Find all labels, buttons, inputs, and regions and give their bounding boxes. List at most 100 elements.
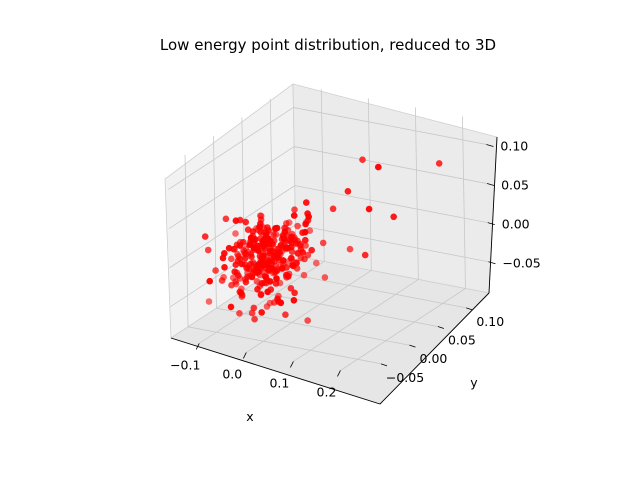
x-grid-line-floor: [246, 270, 372, 353]
data-point: [303, 199, 310, 206]
data-point: [204, 246, 212, 254]
x-grid-line-back: [462, 116, 466, 289]
z-tick: [486, 144, 494, 147]
x-tick: [337, 370, 341, 377]
data-point: [290, 212, 298, 219]
y-axis-label: y: [470, 375, 478, 390]
y-grid-line-floor: [187, 326, 382, 365]
x-grid-line-back: [320, 89, 325, 262]
data-point: [227, 303, 235, 311]
data-point: [294, 250, 302, 257]
y-tick-label: 0.05: [448, 333, 476, 348]
data-point: [346, 245, 354, 253]
data-point: [276, 279, 284, 287]
data-point: [266, 299, 274, 307]
data-point: [287, 285, 295, 292]
data-point: [272, 225, 279, 232]
data-point: [270, 231, 277, 238]
x-tick: [290, 361, 294, 368]
z-grid-line-back: [294, 185, 488, 224]
data-point: [273, 275, 280, 282]
data-point: [274, 245, 281, 253]
data-point: [262, 273, 270, 281]
data-point: [282, 311, 289, 319]
y-tick-label: 0.00: [420, 351, 448, 366]
chart-title: Low energy point distribution, reduced t…: [160, 36, 496, 54]
data-point: [306, 227, 314, 234]
z-tick-label: −0.05: [502, 256, 540, 271]
z-grid-line-back: [294, 146, 488, 184]
data-point: [238, 260, 245, 268]
y-grid-line-left: [184, 154, 189, 327]
data-point: [257, 291, 265, 298]
data-point: [232, 230, 239, 237]
data-point: [243, 265, 250, 272]
data-point: [262, 260, 269, 268]
grid-lines: [168, 89, 489, 371]
z-tick: [488, 261, 496, 265]
axes-3d: −0.10.00.10.2−0.050.000.050.10−0.050.000…: [164, 83, 541, 424]
data-point: [206, 277, 213, 285]
y-tick: [437, 326, 444, 329]
x-axis-label: x: [246, 409, 253, 424]
data-point: [285, 219, 293, 226]
z-grid-line-left: [168, 146, 295, 229]
data-point: [232, 261, 240, 269]
y-axis-line: [379, 292, 490, 405]
data-point: [201, 233, 209, 240]
data-point: [283, 232, 291, 239]
data-point: [284, 226, 292, 234]
data-point: [244, 226, 252, 233]
z-tick-label: 0.05: [501, 178, 529, 193]
data-point: [365, 205, 373, 213]
z-grid-line-back: [293, 107, 487, 145]
x-grid-line-back: [367, 98, 372, 271]
x-tick-label: −0.1: [170, 357, 200, 372]
x-axis-line: [170, 337, 381, 405]
data-point: [319, 239, 327, 247]
data-point: [329, 205, 337, 213]
data-point: [228, 255, 235, 263]
x-tick: [195, 343, 200, 350]
data-point: [297, 254, 305, 262]
data-point: [232, 217, 240, 224]
data-point: [254, 263, 262, 270]
data-point: [291, 289, 298, 297]
data-point: [242, 218, 249, 226]
data-point: [250, 246, 258, 254]
data-point: [251, 315, 258, 323]
data-point: [230, 245, 237, 253]
scatter-points: [201, 156, 443, 324]
x-tick-label: 0.0: [222, 366, 242, 381]
y-grid-line-left: [213, 136, 217, 309]
z-tick-label: 0.10: [500, 138, 528, 153]
axis-ticks: −0.10.00.10.2−0.050.000.050.10−0.050.000…: [170, 138, 541, 399]
data-point: [290, 297, 298, 304]
data-point: [254, 286, 261, 293]
data-point: [303, 218, 310, 226]
data-point: [248, 309, 256, 317]
data-point: [321, 274, 329, 281]
data-point: [229, 274, 237, 282]
x-tick: [242, 352, 247, 359]
data-point: [205, 298, 213, 305]
data-point: [390, 213, 398, 221]
data-point: [248, 253, 255, 260]
data-point: [220, 273, 227, 281]
x-grid-line-floor: [340, 288, 466, 371]
z-grid-line-left: [169, 185, 295, 268]
data-point: [212, 267, 219, 274]
data-point: [245, 248, 252, 256]
data-point: [273, 266, 281, 273]
data-point: [264, 288, 272, 296]
z-tick: [486, 183, 495, 186]
data-point: [304, 210, 311, 217]
data-point: [302, 236, 309, 244]
y-tick: [409, 344, 416, 348]
y-tick-label: −0.05: [386, 370, 424, 385]
z-tick-label: 0.00: [502, 217, 530, 232]
z-grid-line-left: [168, 107, 294, 190]
data-point: [344, 188, 352, 195]
y-tick-label: 0.10: [476, 314, 504, 329]
data-point: [280, 261, 287, 268]
